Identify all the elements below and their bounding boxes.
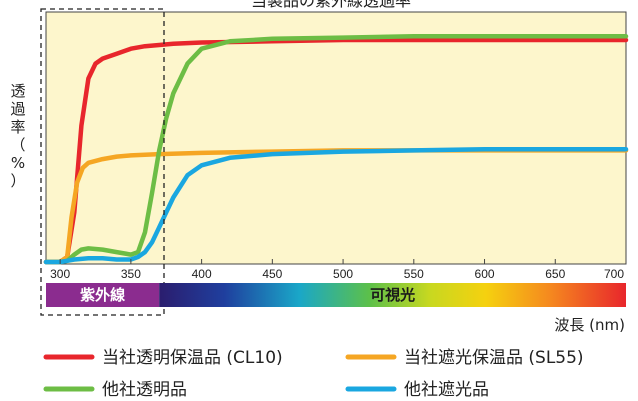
x-tick-label-400: 400 (192, 267, 212, 281)
series-line-2 (43, 34, 629, 265)
uv-region-highlight (40, 8, 165, 316)
wavelength-bands: 紫外線 可視光 (46, 283, 627, 307)
x-tick-label-450: 450 (262, 267, 282, 281)
x-tick-label-350: 350 (121, 267, 141, 281)
x-tick-label-300: 300 (50, 267, 70, 281)
x-axis-title: 波長 (nm) (554, 316, 625, 334)
legend-label-competitor-clear: 他社透明品 (102, 380, 187, 400)
visible-band-label: 可視光 (370, 286, 415, 304)
legend: 当社透明保温品 (CL10) 当社遮光保温品 (SL55) 他社透明品 他社遮光… (43, 348, 584, 400)
chart-title: 当製品の紫外線透過率 (251, 0, 411, 10)
series-group (43, 34, 629, 265)
legend-label-sl55: 当社遮光保温品 (SL55) (404, 348, 584, 368)
y-axis-title: 透過率（%） (10, 82, 25, 190)
x-axis: 300 350 400 450 500 550 600 650 700 (50, 259, 627, 281)
uv-band (46, 283, 160, 307)
x-tick-label-550: 550 (404, 267, 424, 281)
x-tick-label-600: 600 (475, 267, 495, 281)
legend-label-cl10: 当社透明保温品 (CL10) (102, 348, 283, 368)
y-axis-label: 透過率（%） (10, 82, 25, 190)
x-tick-label-500: 500 (333, 267, 353, 281)
uv-band-label: 紫外線 (80, 286, 125, 304)
plot-area (45, 11, 627, 265)
x-tick-label-650: 650 (545, 267, 565, 281)
x-tick-label-700: 700 (604, 267, 624, 281)
series-line-3 (43, 146, 629, 265)
legend-label-competitor-shade: 他社遮光品 (404, 380, 489, 400)
visible-band (159, 283, 627, 307)
